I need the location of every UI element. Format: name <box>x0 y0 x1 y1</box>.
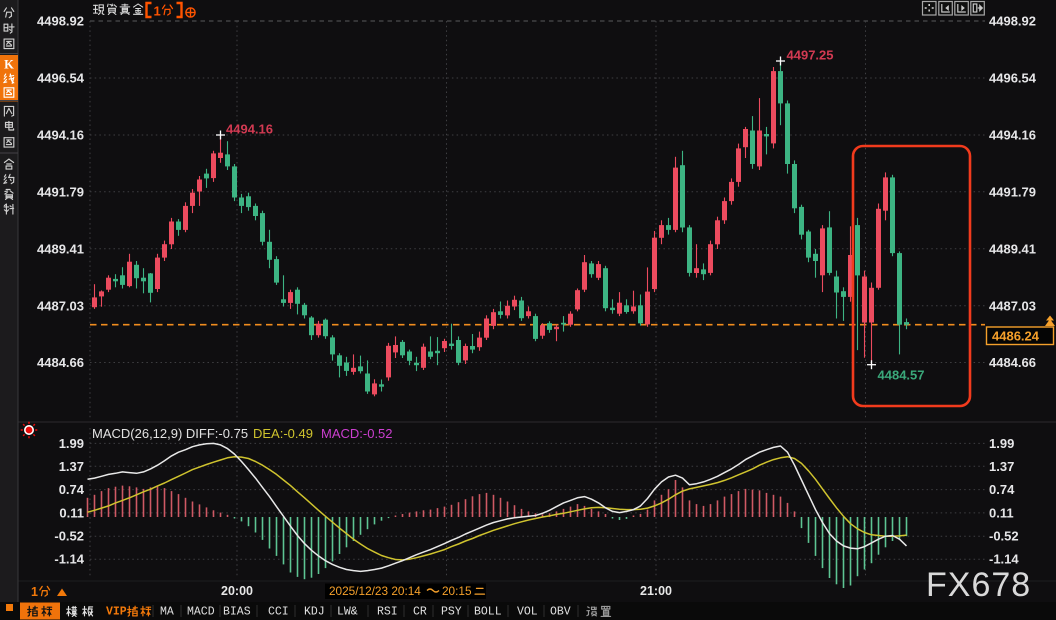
svg-text:21:00: 21:00 <box>640 584 672 598</box>
svg-text:0.74: 0.74 <box>989 482 1015 497</box>
svg-text:K: K <box>4 58 14 72</box>
svg-text:BOLL: BOLL <box>474 606 502 619</box>
svg-text:0.74: 0.74 <box>59 482 85 497</box>
svg-text:VIP: VIP <box>106 606 127 619</box>
svg-text:4494.16: 4494.16 <box>37 128 84 143</box>
svg-text:CR: CR <box>413 606 427 619</box>
svg-text:-0.52: -0.52 <box>54 529 84 544</box>
svg-text:4498.92: 4498.92 <box>37 14 84 29</box>
svg-text:20:15: 20:15 <box>442 584 472 598</box>
svg-text:4486.24: 4486.24 <box>992 329 1040 344</box>
svg-text:1: 1 <box>31 585 38 599</box>
svg-text:PSY: PSY <box>441 606 462 619</box>
svg-text:4487.03: 4487.03 <box>37 298 84 313</box>
svg-text:MACD: MACD <box>187 606 215 619</box>
svg-text:OBV: OBV <box>550 606 571 619</box>
svg-text:-0.52: -0.52 <box>989 529 1019 544</box>
svg-text:DEA:-0.49: DEA:-0.49 <box>253 426 313 441</box>
svg-text:RSI: RSI <box>377 606 398 619</box>
svg-text:2025/12/23 20:14: 2025/12/23 20:14 <box>329 584 421 598</box>
svg-text:0.11: 0.11 <box>989 505 1014 520</box>
svg-text:-1.14: -1.14 <box>54 552 84 567</box>
svg-text:MACD(26,12,9) DIFF:-0.75: MACD(26,12,9) DIFF:-0.75 <box>92 426 248 441</box>
svg-text:MA: MA <box>160 606 174 619</box>
svg-text:4491.79: 4491.79 <box>989 184 1036 199</box>
svg-text:LW&: LW& <box>337 606 358 619</box>
svg-text:4496.54: 4496.54 <box>989 71 1037 86</box>
svg-text:KDJ: KDJ <box>304 606 325 619</box>
svg-text:4497.25: 4497.25 <box>787 48 834 63</box>
svg-text:VOL: VOL <box>517 606 538 619</box>
svg-text:4487.03: 4487.03 <box>989 298 1036 313</box>
svg-text:4489.41: 4489.41 <box>989 241 1036 256</box>
svg-text:4494.16: 4494.16 <box>226 122 273 137</box>
svg-text:-1.14: -1.14 <box>989 552 1019 567</box>
svg-text:4498.92: 4498.92 <box>989 14 1036 29</box>
svg-text:1.37: 1.37 <box>989 459 1014 474</box>
svg-text:1.99: 1.99 <box>59 436 84 451</box>
svg-text:4494.16: 4494.16 <box>989 128 1036 143</box>
svg-text:CCI: CCI <box>268 606 289 619</box>
svg-text:1.37: 1.37 <box>59 459 84 474</box>
svg-text:4484.57: 4484.57 <box>878 368 925 383</box>
svg-text:4484.66: 4484.66 <box>989 355 1036 370</box>
svg-text:BIAS: BIAS <box>223 606 251 619</box>
svg-text:4489.41: 4489.41 <box>37 241 84 256</box>
svg-text:FX678: FX678 <box>926 566 1031 604</box>
svg-text:4496.54: 4496.54 <box>37 71 85 86</box>
svg-text:4484.66: 4484.66 <box>37 355 84 370</box>
svg-text:MACD:-0.52: MACD:-0.52 <box>321 426 393 441</box>
svg-text:0.11: 0.11 <box>59 505 84 520</box>
svg-text:1: 1 <box>154 4 161 19</box>
svg-text:1.99: 1.99 <box>989 436 1014 451</box>
svg-text:4491.79: 4491.79 <box>37 184 84 199</box>
svg-text:20:00: 20:00 <box>221 584 253 598</box>
